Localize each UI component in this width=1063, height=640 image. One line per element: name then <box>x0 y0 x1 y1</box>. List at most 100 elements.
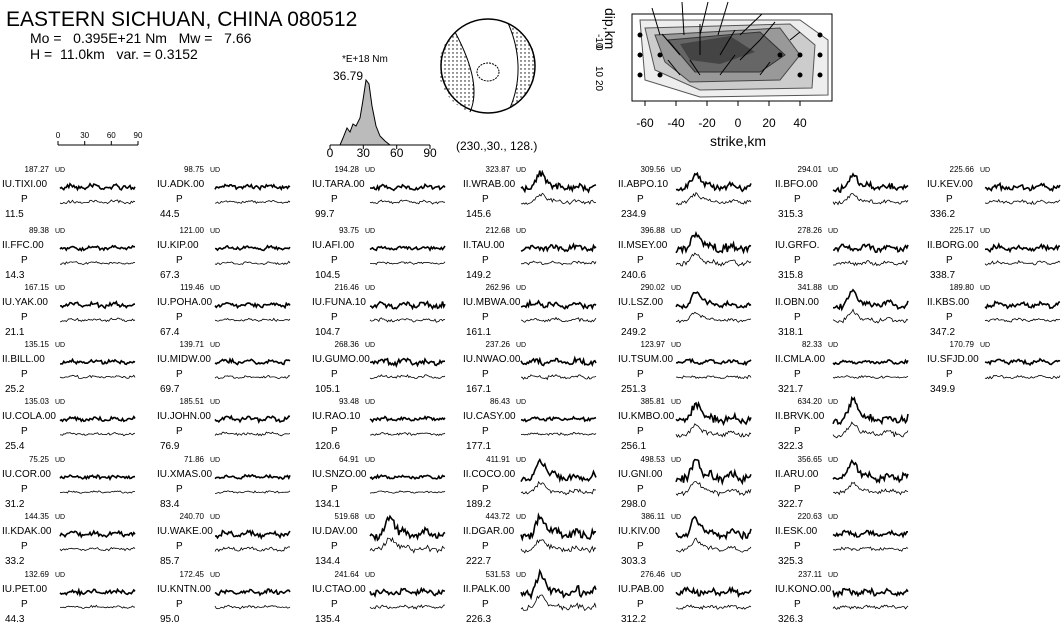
moment-tick: 90 <box>423 146 437 160</box>
station-amplitude: 64.91 <box>339 455 360 464</box>
synthetic-waveform <box>369 199 446 205</box>
station-amplitude: 268.36 <box>335 340 360 349</box>
synthetic-waveform <box>214 375 291 380</box>
station-azimuth: 322.3 <box>778 441 803 452</box>
slip-xtick: -60 <box>636 116 654 130</box>
phase: P <box>637 312 644 323</box>
station-azimuth: 104.5 <box>315 270 340 281</box>
phase: P <box>176 369 183 380</box>
slip-ytick: -10 <box>593 34 604 49</box>
station-amplitude: 634.20 <box>798 397 823 406</box>
phase: P <box>482 369 489 380</box>
phase: P <box>176 484 183 495</box>
phase: P <box>331 312 338 323</box>
observed-waveform <box>832 172 909 194</box>
station-amplitude: 237.11 <box>798 570 822 579</box>
station-azimuth: 321.7 <box>778 384 803 395</box>
station-name: II.ESK.00 <box>775 526 818 537</box>
station-amplitude: 170.79 <box>950 340 975 349</box>
scale-tick: 30 <box>80 131 89 140</box>
component: UD <box>828 399 838 406</box>
station-amplitude: 443.72 <box>486 512 511 521</box>
component: UD <box>365 167 375 174</box>
station-amplitude: 144.35 <box>25 512 50 521</box>
station-name: IU.PAB.00 <box>618 584 664 595</box>
observed-waveform <box>675 357 752 367</box>
observed-waveform <box>675 291 752 310</box>
station-azimuth: 249.2 <box>621 327 646 338</box>
slip-xtick: 0 <box>735 116 742 130</box>
phase: P <box>176 599 183 610</box>
synthetic-waveform <box>832 421 909 439</box>
station-name: IU.CASY.00 <box>463 411 516 422</box>
phase: P <box>482 541 489 552</box>
station-azimuth: 315.8 <box>778 270 803 281</box>
synthetic-waveform <box>832 481 909 496</box>
title: EASTERN SICHUAN, CHINA 080512 <box>6 8 357 31</box>
component: UD <box>516 285 526 292</box>
station-name: II.CMLA.00 <box>775 354 825 365</box>
station-amplitude: 309.56 <box>641 165 666 174</box>
station-amplitude: 121.00 <box>180 226 205 235</box>
phase: P <box>21 312 28 323</box>
synthetic-waveform <box>214 604 291 610</box>
component: UD <box>210 167 220 174</box>
station-name: IU.CTAO.00 <box>312 584 366 595</box>
moment-tick: 60 <box>390 146 404 160</box>
station-azimuth: 325.3 <box>778 556 803 567</box>
station-amplitude: 356.65 <box>798 455 823 464</box>
station-name: IU.SFJD.00 <box>927 354 979 365</box>
observed-waveform <box>675 515 752 541</box>
phase: P <box>637 194 644 205</box>
phase: P <box>21 194 28 205</box>
synthetic-waveform <box>520 432 597 436</box>
moment-peak: 36.79 <box>333 69 363 83</box>
component: UD <box>980 167 990 174</box>
synthetic-waveform <box>520 539 597 554</box>
observed-waveform <box>832 358 909 366</box>
slip-xtick: -40 <box>667 116 685 130</box>
station-amplitude: 498.53 <box>641 455 666 464</box>
station-name: IU.KMBO.00 <box>618 411 675 422</box>
station-name: IU.KNTN.00 <box>157 584 211 595</box>
phase: P <box>794 599 801 610</box>
synthetic-waveform <box>215 490 291 494</box>
station-azimuth: 14.3 <box>5 270 25 281</box>
synthetic-waveform <box>369 317 446 323</box>
phase: P <box>946 194 953 205</box>
station-azimuth: 303.3 <box>621 556 646 567</box>
component: UD <box>828 228 838 235</box>
synthetic-waveform <box>214 200 291 204</box>
phase: P <box>946 255 953 266</box>
station-name: II.COCO.00 <box>463 469 516 480</box>
station-azimuth: 99.7 <box>315 209 335 220</box>
station-amplitude: 167.15 <box>25 283 50 292</box>
station-amplitude: 385.81 <box>641 397 666 406</box>
observed-waveform <box>369 245 446 252</box>
phase: P <box>794 484 801 495</box>
station-name: IU.YAK.00 <box>2 297 48 308</box>
station-amplitude: 294.01 <box>798 165 823 174</box>
observed-waveform <box>214 414 291 425</box>
component: UD <box>980 342 990 349</box>
synthetic-waveform <box>59 199 136 205</box>
station-amplitude: 98.75 <box>184 165 205 174</box>
synthetic-waveform <box>984 259 1061 266</box>
station-name: IU.GNI.00 <box>618 469 663 480</box>
component: UD <box>828 285 838 292</box>
scale-tick: 60 <box>107 131 116 140</box>
station-name: IU.TIXI.00 <box>2 179 47 190</box>
synthetic-waveform <box>675 481 752 498</box>
synthetic-waveform <box>675 604 752 611</box>
station-name: IU.KONO.00 <box>775 584 832 595</box>
station-name: II.KDAK.00 <box>2 526 52 537</box>
station-name: IU.MBWA.00 <box>463 297 521 308</box>
observed-waveform <box>675 230 752 255</box>
component: UD <box>55 167 65 174</box>
phase: P <box>176 541 183 552</box>
component: UD <box>516 399 526 406</box>
station-amplitude: 93.48 <box>339 397 360 406</box>
synthetic-waveform <box>369 261 446 266</box>
station-amplitude: 225.66 <box>950 165 975 174</box>
station-azimuth: 256.1 <box>621 441 646 452</box>
